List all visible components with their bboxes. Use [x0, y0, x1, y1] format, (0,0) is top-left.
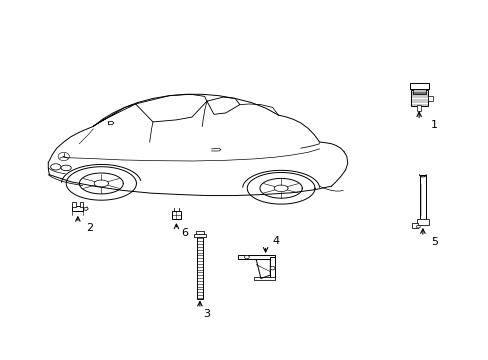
Bar: [419, 175, 425, 220]
Text: 1: 1: [430, 120, 437, 130]
Text: 3: 3: [203, 309, 210, 319]
Bar: [196, 231, 203, 234]
Circle shape: [244, 255, 249, 259]
Bar: [416, 105, 421, 111]
Bar: [253, 277, 274, 280]
Text: 4: 4: [272, 236, 279, 246]
Bar: [409, 83, 427, 89]
Circle shape: [416, 225, 419, 228]
Bar: [80, 202, 83, 207]
Ellipse shape: [51, 164, 61, 170]
Bar: [194, 234, 205, 237]
Bar: [270, 257, 274, 279]
Text: 5: 5: [430, 237, 437, 247]
Text: 6: 6: [181, 228, 188, 238]
Bar: [238, 255, 274, 260]
Bar: [411, 223, 418, 228]
Bar: [72, 202, 76, 207]
Bar: [410, 90, 427, 106]
Circle shape: [58, 152, 69, 161]
Ellipse shape: [61, 165, 71, 171]
Bar: [196, 237, 203, 299]
Bar: [412, 87, 425, 94]
Bar: [172, 211, 180, 219]
Bar: [427, 96, 432, 101]
Bar: [416, 219, 427, 225]
Bar: [72, 206, 83, 211]
Text: 2: 2: [86, 224, 93, 233]
Circle shape: [270, 266, 274, 270]
